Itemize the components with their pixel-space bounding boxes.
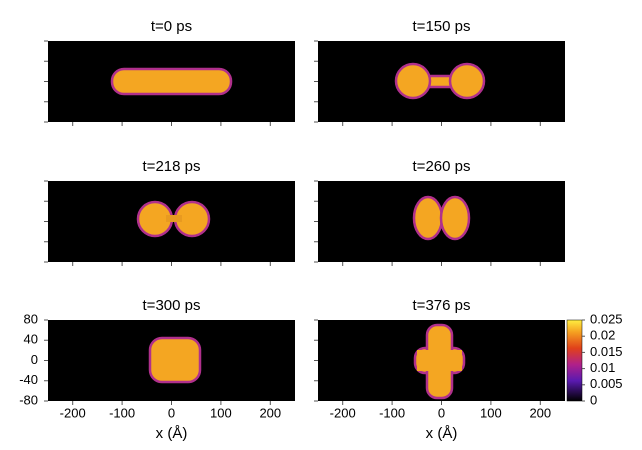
colorbar-tick-label: 0.02 (590, 328, 615, 343)
x-tick-label: 0 (438, 405, 445, 420)
heatmap (413, 323, 466, 400)
heatmap (394, 62, 486, 100)
y-tick-label: 40 (24, 332, 38, 347)
heatmap (412, 195, 471, 241)
colorbar-tick-label: 0.025 (590, 311, 623, 326)
heatmap (136, 200, 211, 238)
colorbar (566, 319, 583, 402)
panel-title: t=260 ps (413, 158, 471, 175)
y-tick-label: 0 (31, 352, 38, 367)
y-tick-label: -80 (19, 392, 38, 407)
density-blob (412, 195, 444, 241)
y-tick-label: -40 (19, 372, 38, 387)
density-blob (166, 215, 182, 222)
panel-title: t=218 ps (143, 158, 201, 175)
density-blob (110, 67, 233, 96)
colorbar-tick-label: 0.01 (590, 360, 615, 375)
x-axis-label: x (Å) (426, 425, 458, 442)
heatmap (148, 336, 202, 384)
x-tick-label: -100 (109, 405, 135, 420)
y-tick-label: 80 (24, 311, 38, 326)
x-tick-label: 200 (259, 405, 281, 420)
panel-title: t=300 ps (143, 297, 201, 314)
x-tick-label: 100 (480, 405, 502, 420)
density-blob (394, 62, 432, 100)
x-tick-label: -100 (379, 405, 405, 420)
density-blob (448, 62, 486, 100)
colorbar-tick-label: 0 (590, 392, 597, 407)
x-tick-label: 0 (168, 405, 175, 420)
panel-title: t=0 ps (151, 18, 192, 35)
x-tick-label: 200 (529, 405, 551, 420)
x-tick-label: -200 (60, 405, 86, 420)
colorbar-tick-label: 0.015 (590, 344, 623, 359)
x-tick-label: 100 (210, 405, 232, 420)
colorbar-tick-label: 0.005 (590, 376, 623, 391)
density-blob (417, 350, 462, 371)
heatmap (110, 67, 233, 96)
panel-title: t=376 ps (413, 297, 471, 314)
density-blob (439, 195, 471, 241)
x-tick-label: -200 (330, 405, 356, 420)
x-axis-label: x (Å) (156, 425, 188, 442)
panel-title: t=150 ps (413, 18, 471, 35)
density-blob (148, 336, 202, 384)
